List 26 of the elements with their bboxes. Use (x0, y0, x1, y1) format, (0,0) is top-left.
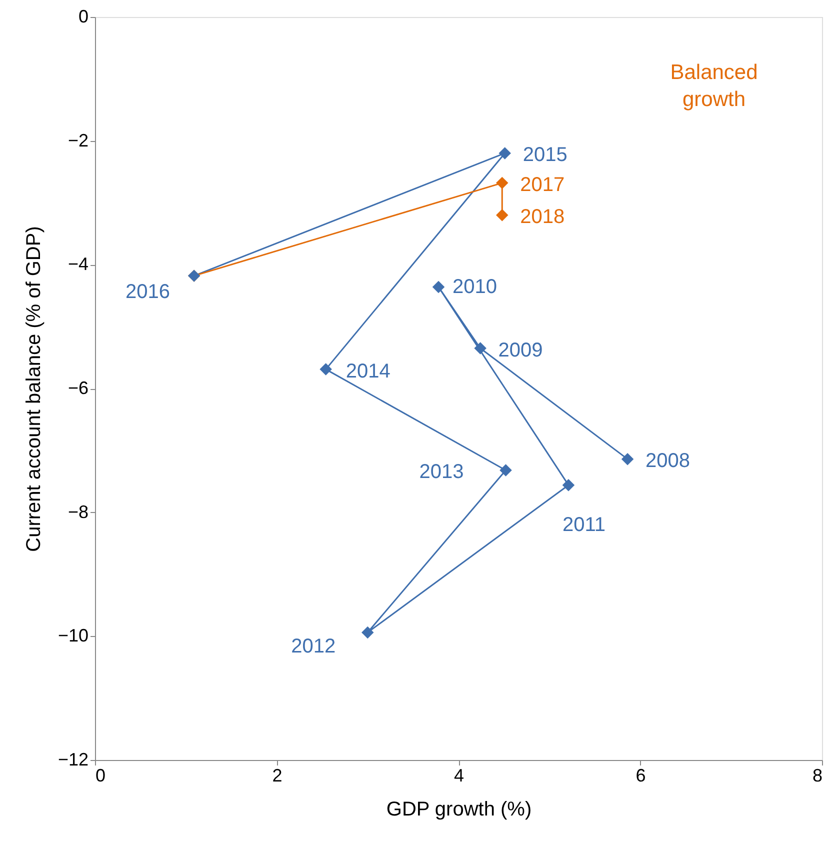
y-tick-label: −2 (68, 130, 88, 150)
x-tick-label: 8 (812, 766, 822, 786)
annotation: 2012 (291, 635, 336, 658)
x-tick-label: 4 (454, 766, 464, 786)
y-tick-label: −4 (68, 254, 88, 274)
y-axis-title: Current account balance (% of GDP) (22, 226, 45, 552)
x-tick-label: 0 (96, 766, 106, 786)
y-tick-label: 0 (78, 6, 88, 26)
y-tick-label: −8 (68, 502, 88, 522)
annotation: 2016 (126, 280, 170, 303)
annotation: 2015 (522, 144, 568, 166)
annotation: 2011 (562, 514, 606, 536)
annotation: 2009 (498, 339, 543, 362)
annotation: 2018 (520, 206, 565, 228)
annotation: 2014 (346, 360, 390, 382)
y-tick-label: −12 (58, 750, 88, 770)
y-tick-label: −10 (58, 626, 88, 646)
annotation: 2013 (419, 461, 464, 484)
x-axis-title: GDP growth (%) (386, 798, 532, 820)
annotation: 2008 (646, 450, 690, 472)
annotation: 2017 (520, 174, 565, 196)
annotation: 2010 (452, 276, 498, 298)
y-tick-label: −6 (68, 378, 88, 398)
x-tick-label: 2 (272, 766, 282, 786)
x-tick-label: 6 (636, 766, 646, 786)
annotation: Balanced growth (670, 61, 758, 111)
